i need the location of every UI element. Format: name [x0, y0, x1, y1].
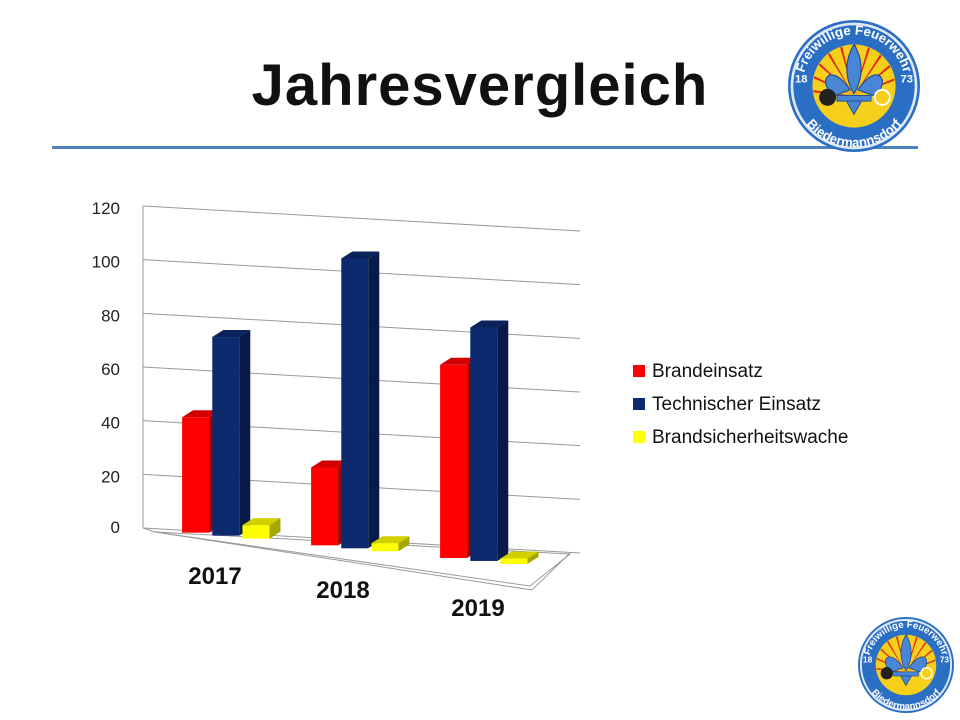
title-divider [52, 146, 918, 149]
category-label: 2019 [451, 595, 504, 622]
legend-swatch [633, 365, 645, 377]
logo-year-right: 73 [901, 74, 913, 86]
legend-item: Technischer Einsatz [633, 394, 821, 415]
y-tick-label: 40 [101, 414, 120, 433]
bar [311, 460, 350, 546]
y-tick-label: 20 [101, 467, 120, 486]
y-tick-label: 120 [92, 199, 120, 218]
legend-swatch [633, 431, 645, 443]
logo-year-left: 18 [795, 74, 807, 86]
bar [371, 536, 410, 552]
floor-edge [142, 527, 156, 533]
y-tick-label: 60 [101, 360, 120, 379]
legend-label: Technischer Einsatz [652, 394, 821, 415]
legend-item: Brandeinsatz [633, 361, 763, 382]
floor-front-edge [154, 531, 571, 591]
bar [470, 320, 509, 561]
legend-label: Brandeinsatz [652, 361, 763, 382]
slide-title: Jahresvergleich [251, 53, 709, 118]
y-tick-label: 80 [101, 306, 120, 325]
logo-year-left: 18 [863, 656, 873, 665]
y-tick-label: 100 [92, 253, 120, 272]
legend-item: Brandsicherheitswache [633, 427, 848, 448]
legend-swatch [633, 398, 645, 410]
bar [341, 251, 380, 549]
logo-year-right: 73 [940, 656, 950, 665]
gridline [142, 205, 581, 232]
bar [212, 330, 251, 536]
category-label: 2017 [188, 563, 241, 590]
y-tick-label: 0 [111, 518, 120, 537]
category-label: 2018 [316, 577, 369, 604]
bar [500, 551, 539, 564]
bar [242, 518, 281, 539]
legend-label: Brandsicherheitswache [652, 427, 848, 448]
